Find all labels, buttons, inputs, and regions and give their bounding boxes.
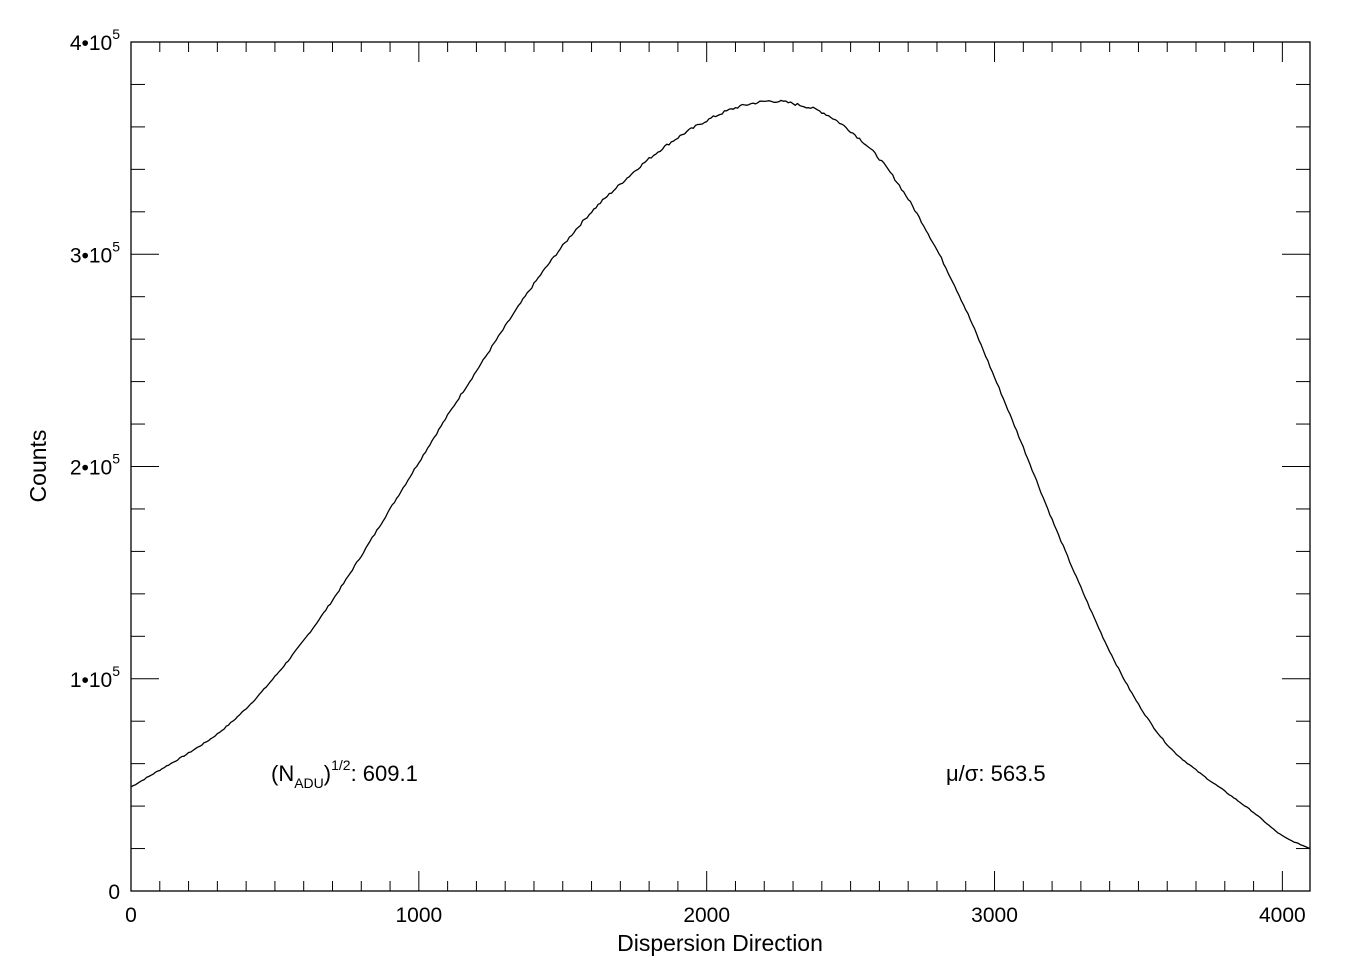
annotation-right: μ/σ: 563.5 <box>946 761 1046 786</box>
x-tick-labels: 0 1000 2000 3000 4000 <box>125 904 1306 927</box>
series-line <box>130 99 1311 850</box>
y-tick-labels: 0 1•105 2•105 3•105 4•105 <box>70 26 120 904</box>
minor-ticks <box>131 42 1310 891</box>
x-tick-label: 1000 <box>395 904 442 927</box>
plot-frame <box>130 41 1311 892</box>
y-tick-label: 2•105 <box>70 451 120 480</box>
x-axis-title: Dispersion Direction <box>617 930 823 956</box>
annotation-left: (NADU)1/2: 609.1 <box>271 757 418 791</box>
x-tick-label: 4000 <box>1259 904 1306 927</box>
y-tick-label: 3•105 <box>70 238 120 267</box>
y-tick-label: 4•105 <box>70 26 120 55</box>
y-tick-label: 1•105 <box>70 663 120 692</box>
y-axis-title: Counts <box>25 430 51 503</box>
x-tick-label: 2000 <box>683 904 730 927</box>
x-tick-label: 3000 <box>971 904 1018 927</box>
major-ticks <box>130 41 1310 892</box>
y-tick-label: 0 <box>108 881 120 904</box>
x-tick-label: 0 <box>125 904 137 927</box>
